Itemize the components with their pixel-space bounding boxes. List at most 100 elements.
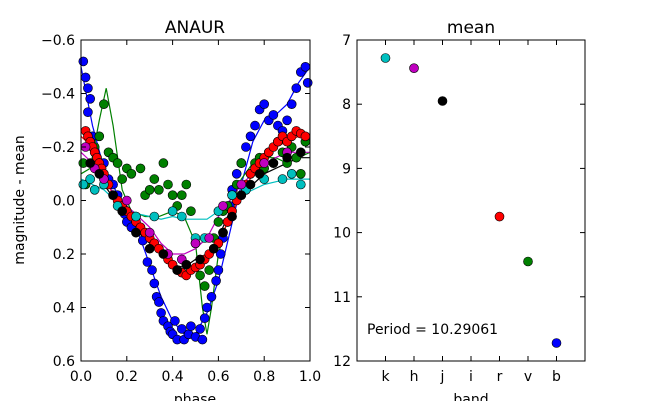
- left-plot-area: [78, 39, 313, 362]
- data-point-s1-20: [167, 190, 178, 200]
- data-point-s0-53: [259, 99, 270, 109]
- data-point-s1-4: [94, 131, 105, 142]
- left-chart-title: ANAUR: [165, 18, 225, 38]
- data-point-s0-40: [211, 275, 221, 286]
- data-point-s1-27: [199, 281, 210, 291]
- data-point-s1-8: [112, 158, 123, 168]
- data-point-s3-16: [286, 169, 297, 179]
- data-point-s1-15: [144, 185, 155, 195]
- data-point-s1-24: [186, 206, 196, 216]
- data-point-s4-3: [122, 195, 132, 206]
- left-x-tick-label: 0.4: [161, 369, 183, 385]
- data-point-s4-10: [236, 179, 247, 190]
- data-point-s0-49: [241, 142, 251, 152]
- data-point-s0-47: [231, 169, 242, 179]
- data-point-s5-10: [209, 243, 219, 254]
- data-point-s1-22: [177, 190, 187, 200]
- data-point-s0-3: [85, 94, 95, 104]
- mean-point-j: [437, 96, 448, 106]
- data-point-s0-38: [202, 302, 212, 313]
- data-point-s3-2: [89, 185, 100, 195]
- data-point-s3-7: [167, 206, 178, 216]
- data-point-s5-6: [158, 249, 169, 259]
- data-point-s0-0: [78, 56, 89, 67]
- data-point-s3-8: [177, 211, 187, 222]
- period-annotation: Period = 10.29061: [367, 322, 498, 338]
- left-x-tick-label: 0.0: [70, 369, 92, 385]
- data-point-s5-5: [144, 243, 155, 254]
- data-point-s1-16: [149, 174, 160, 184]
- data-point-s0-60: [291, 83, 302, 93]
- data-point-s0-30: [177, 324, 187, 334]
- data-point-s0-50: [245, 131, 256, 142]
- data-point-s1-13: [135, 163, 146, 174]
- data-point-s5-12: [227, 211, 237, 222]
- left-y-tick-label: 0.0: [53, 194, 75, 210]
- data-point-s1-28: [204, 265, 214, 275]
- data-point-s5-4: [131, 227, 141, 238]
- data-point-s0-23: [156, 308, 166, 318]
- data-point-s0-41: [213, 265, 224, 275]
- data-point-s3-1: [85, 174, 95, 184]
- data-point-s0-2: [83, 83, 93, 93]
- data-point-s1-35: [236, 158, 247, 168]
- data-point-s1-30: [213, 217, 224, 227]
- data-point-s5-9: [195, 254, 205, 265]
- data-point-s3-17: [295, 179, 306, 190]
- right-y-tick-label: 12: [333, 354, 351, 370]
- data-point-s5-3: [117, 206, 127, 216]
- left-y-tick-label: −0.4: [41, 87, 75, 103]
- band-tick-i: i: [469, 369, 473, 385]
- left-y-tick-label: −0.2: [41, 140, 75, 156]
- data-point-s0-1: [80, 72, 91, 83]
- data-point-s0-39: [206, 291, 217, 302]
- band-tick-r: r: [497, 369, 503, 385]
- data-point-s5-13: [236, 190, 247, 200]
- data-point-s0-59: [286, 99, 297, 109]
- data-point-s2-52: [300, 131, 311, 142]
- data-point-s5-1: [94, 169, 105, 179]
- right-y-tick-label: 8: [342, 97, 351, 113]
- data-point-s0-22: [154, 297, 164, 307]
- data-point-s0-37: [199, 313, 210, 324]
- left-y-axis-label: magnitude - mean: [12, 135, 28, 264]
- data-point-s1-17: [154, 185, 164, 195]
- left-x-tick-label: 1.0: [299, 369, 321, 385]
- data-point-s5-8: [181, 259, 192, 270]
- data-point-s0-4: [83, 107, 93, 117]
- mean-point-k: [380, 53, 391, 63]
- mean-point-b: [551, 338, 562, 348]
- data-point-s5-15: [254, 169, 265, 179]
- data-point-s1-23: [181, 179, 192, 190]
- data-point-s5-2: [108, 190, 118, 200]
- mean-point-r: [494, 211, 505, 222]
- data-point-s0-19: [147, 265, 157, 275]
- data-point-s1-19: [163, 179, 173, 190]
- data-point-s3-12: [227, 190, 237, 200]
- left-x-tick-label: 0.6: [207, 369, 229, 385]
- right-y-tick-label: 9: [342, 161, 351, 177]
- data-point-s0-28: [170, 316, 180, 326]
- left-y-tick-label: 0.6: [53, 354, 75, 370]
- data-point-s0-18: [142, 257, 153, 267]
- left-y-tick-label: −0.6: [41, 33, 75, 49]
- data-point-s4-7: [190, 238, 201, 249]
- left-x-tick-label: 0.8: [253, 369, 275, 385]
- data-point-s3-15: [277, 174, 288, 184]
- data-point-s5-17: [282, 152, 292, 163]
- data-point-s3-5: [131, 211, 141, 222]
- left-y-tick-label: 0.2: [53, 247, 75, 263]
- data-point-s0-58: [282, 115, 292, 126]
- band-tick-h: h: [410, 369, 419, 385]
- right-y-tick-label: 10: [333, 226, 351, 242]
- left-x-tick-label: 0.2: [116, 369, 138, 385]
- data-point-s0-35: [195, 324, 205, 334]
- data-point-s1-26: [195, 270, 205, 281]
- band-tick-v: v: [524, 369, 532, 385]
- data-point-s1-5: [99, 99, 109, 109]
- data-point-s1-18: [158, 158, 169, 168]
- right-y-tick-label: 7: [342, 33, 351, 49]
- band-tick-b: b: [552, 369, 561, 385]
- right-plot-frame: [356, 39, 586, 362]
